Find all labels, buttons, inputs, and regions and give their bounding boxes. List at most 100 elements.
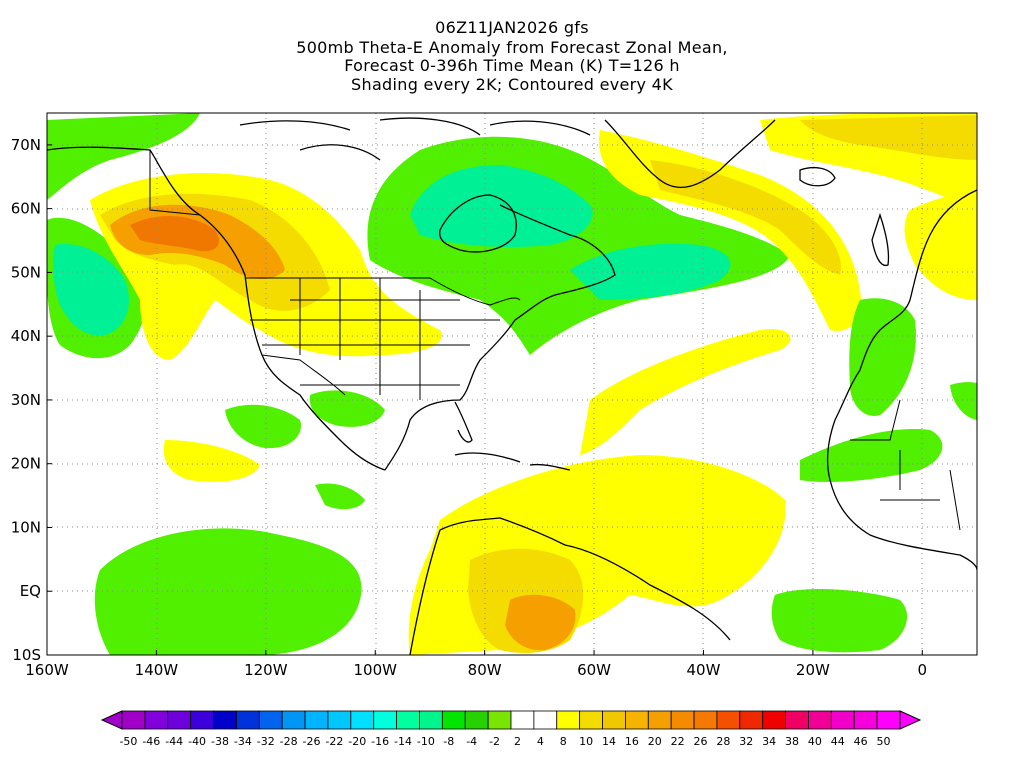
chart-title-line-2: 500mb Theta-E Anomaly from Forecast Zona… xyxy=(296,38,728,57)
coast-africa xyxy=(826,369,977,571)
field-green-caribbean xyxy=(315,483,365,510)
coast-south-america xyxy=(409,517,731,655)
field-green-trop-pacific xyxy=(94,528,362,655)
lat-tick-label: 50N xyxy=(11,263,41,281)
colorbar-label: -38 xyxy=(211,735,229,748)
colorbar-swatch xyxy=(213,710,237,730)
colorbar-swatch xyxy=(441,710,466,730)
colorbar-swatch xyxy=(579,710,603,730)
field-teal-pacific xyxy=(53,244,129,336)
lat-axis-labels: 70N 60N 50N 40N 30N 20N 10N EQ 10S xyxy=(11,136,52,664)
lon-tick-label: 80W xyxy=(468,661,502,679)
field-yellow-atlantic-band xyxy=(580,329,791,455)
colorbar-label: 20 xyxy=(648,735,662,748)
colorbar-label: 44 xyxy=(831,735,845,748)
colorbar-label: -22 xyxy=(325,735,343,748)
colorbar-swatch xyxy=(876,710,901,730)
colorbar-label: -28 xyxy=(280,735,298,748)
colorbar-swatch xyxy=(830,710,855,730)
colorbar-label: 2 xyxy=(514,735,521,748)
colorbar-label: -34 xyxy=(234,735,252,748)
lon-tick-label: 40W xyxy=(687,661,721,679)
colorbar-label: -20 xyxy=(348,735,366,748)
colorbar-label: 50 xyxy=(877,735,891,748)
colorbar-low-arrow xyxy=(100,710,123,730)
coast-uk xyxy=(871,212,890,267)
colorbar-swatch xyxy=(419,710,443,730)
field-green-arctic-west xyxy=(47,113,200,200)
field-teal-atlantic xyxy=(570,243,731,300)
chart-title-line-4: Shading every 2K; Contoured every 4K xyxy=(351,75,673,94)
map-frame xyxy=(46,112,978,656)
lon-axis-labels: 160W 140W 120W 100W 80W 60W 40W 20W 0 xyxy=(25,650,927,679)
colorbar-swatch xyxy=(647,710,672,730)
border-alaska-canada xyxy=(149,150,201,216)
chart-title-line-1: 06Z11JAN2026 gfs xyxy=(435,18,589,37)
colorbar-label: -4 xyxy=(466,735,477,748)
colorbar-swatch xyxy=(327,710,352,730)
coast-florida xyxy=(454,401,473,443)
colorbar-label: 46 xyxy=(854,735,868,748)
colorbar-label: 28 xyxy=(716,735,730,748)
colorbar-label: 16 xyxy=(625,735,639,748)
colorbar-swatch xyxy=(693,710,718,730)
colorbar-swatch xyxy=(487,710,512,730)
colorbar-swatch xyxy=(670,710,695,730)
lat-tick-label: 70N xyxy=(11,136,41,154)
colorbar-swatch xyxy=(236,710,260,730)
coast-hudson-bay xyxy=(439,194,517,253)
coast-iceland xyxy=(799,167,836,187)
lat-tick-label: 40N xyxy=(11,327,41,345)
colorbar-label: -8 xyxy=(443,735,454,748)
field-green-east-edge xyxy=(950,382,977,420)
field-green-n-africa xyxy=(800,429,943,482)
field-green-south-atlantic xyxy=(771,588,908,653)
colorbar-label: -16 xyxy=(371,735,389,748)
lon-tick-label: 120W xyxy=(244,661,288,679)
colorbar-swatch xyxy=(556,710,581,730)
colorbar-swatch xyxy=(464,710,489,730)
colorbar-label: 8 xyxy=(560,735,567,748)
lat-tick-label: 60N xyxy=(11,200,41,218)
border-us-canada xyxy=(245,277,521,306)
colorbar-swatch xyxy=(304,710,329,730)
field-gold-greenland xyxy=(650,160,841,275)
lat-tick-label: 20N xyxy=(11,455,41,473)
colorbar-label: -26 xyxy=(303,735,321,748)
colorbar-label: -44 xyxy=(165,735,183,748)
colorbar-label: 40 xyxy=(808,735,822,748)
colorbar-label: 4 xyxy=(537,735,544,748)
colorbar-label: 22 xyxy=(671,735,685,748)
coast-cuba xyxy=(454,452,571,471)
colorbar-swatch xyxy=(373,710,397,730)
colorbar-label: -50 xyxy=(119,735,137,748)
field-orange-south-america xyxy=(505,594,576,651)
border-us-mexico xyxy=(261,354,346,396)
field-green-iberia xyxy=(849,298,916,416)
field-yellow-west-pacific-strip xyxy=(163,440,260,482)
colorbar-label: 34 xyxy=(762,735,776,748)
colorbar-label: -14 xyxy=(394,735,412,748)
colorbar-swatch xyxy=(190,710,214,730)
field-gold-ne-atlantic xyxy=(800,115,977,160)
colorbar: -50 -46 -44 -40 -38 -34 -32 -28 -26 -22 -20 -16 -14-… xyxy=(100,710,922,748)
lon-tick-label: 100W xyxy=(354,661,398,679)
chart-title-line-3: Forecast 0-396h Time Mean (K) T=126 h xyxy=(344,56,680,75)
colorbar-label: 26 xyxy=(694,735,708,748)
lon-tick-label: 140W xyxy=(135,661,179,679)
lat-tick-label: 10N xyxy=(11,518,41,536)
colorbar-label: 32 xyxy=(739,735,753,748)
lon-tick-label: 160W xyxy=(25,661,69,679)
colorbar-label: -10 xyxy=(417,735,435,748)
field-green-gulf xyxy=(309,390,385,427)
colorbar-swatch xyxy=(167,710,192,730)
coast-greenland xyxy=(604,119,776,189)
colorbar-swatch xyxy=(510,710,535,730)
colorbar-swatch xyxy=(396,710,420,730)
colorbar-swatch xyxy=(762,710,786,730)
lat-tick-label: 10S xyxy=(12,646,41,664)
coast-europe xyxy=(859,189,977,371)
lon-tick-label: 60W xyxy=(577,661,611,679)
boundaries xyxy=(149,150,961,531)
